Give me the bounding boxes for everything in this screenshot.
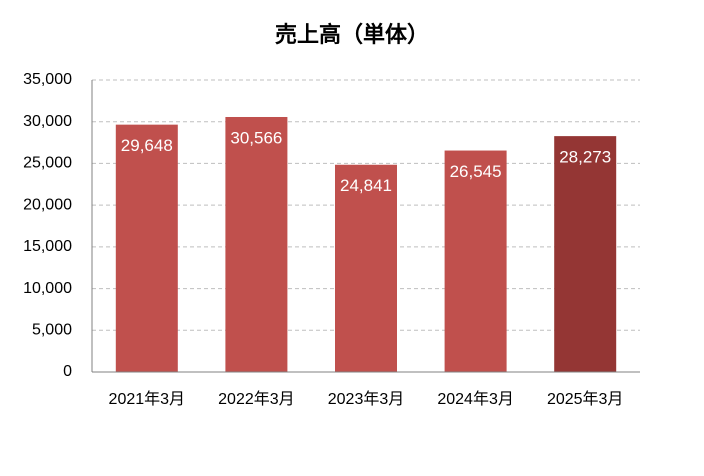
data-label: 26,545 bbox=[450, 162, 502, 181]
data-label: 24,841 bbox=[340, 176, 392, 195]
y-tick-label: 30,000 bbox=[23, 113, 72, 130]
bar bbox=[335, 164, 397, 372]
bar bbox=[554, 136, 617, 372]
x-tick-label: 2025年3月 bbox=[547, 390, 624, 408]
y-tick-label: 0 bbox=[63, 363, 72, 380]
data-label: 30,566 bbox=[230, 128, 282, 147]
bar bbox=[225, 116, 288, 373]
y-tick-label: 5,000 bbox=[32, 322, 72, 339]
y-tick-label: 35,000 bbox=[23, 71, 72, 88]
data-label: 28,273 bbox=[559, 148, 611, 167]
y-tick-label: 25,000 bbox=[23, 155, 72, 172]
y-tick-label: 20,000 bbox=[23, 196, 72, 213]
x-tick-label: 2021年3月 bbox=[109, 390, 186, 408]
x-tick-label: 2024年3月 bbox=[437, 390, 514, 408]
bar bbox=[444, 150, 507, 372]
y-tick-label: 15,000 bbox=[23, 238, 72, 255]
data-label: 29,648 bbox=[121, 136, 173, 155]
x-tick-label: 2022年3月 bbox=[218, 390, 295, 408]
x-tick-label: 2023年3月 bbox=[328, 390, 405, 408]
chart-title: 売上高（単体） bbox=[275, 22, 429, 47]
y-tick-label: 10,000 bbox=[23, 280, 72, 297]
bar bbox=[115, 124, 178, 372]
